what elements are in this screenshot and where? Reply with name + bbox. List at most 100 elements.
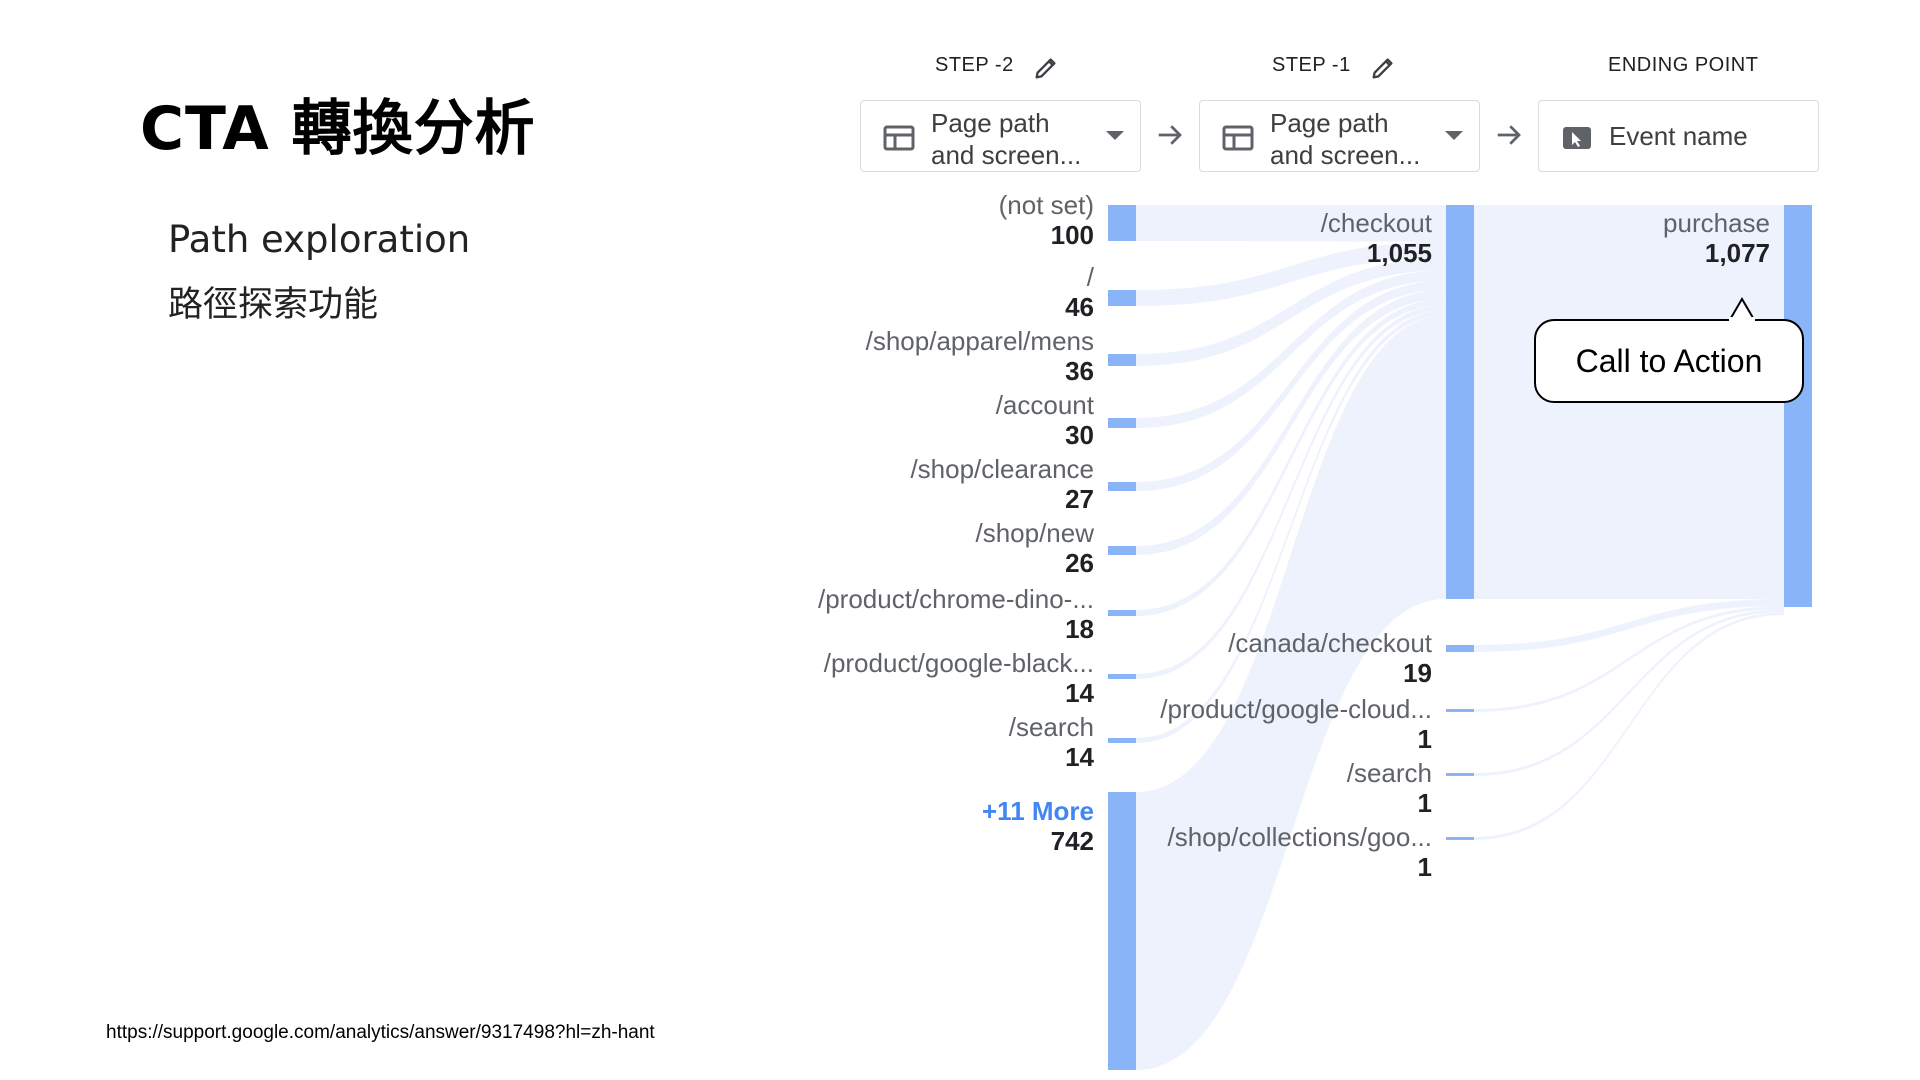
node-label: (not set) 100 <box>999 190 1094 250</box>
flow-link <box>1136 315 1446 1070</box>
flow-link <box>1136 270 1446 428</box>
node-bar[interactable] <box>1108 482 1136 491</box>
node-label: /shop/new 26 <box>975 518 1094 578</box>
slide-title: CTA 轉換分析 <box>140 94 536 164</box>
node-name: +11 More <box>981 796 1094 826</box>
cursor-click-icon <box>1563 127 1591 149</box>
arrow-right-icon <box>1497 125 1521 145</box>
node-label: /product/google-black... 14 <box>824 648 1094 708</box>
call-to-action-callout: Call to Action <box>1534 319 1804 403</box>
node-name: /account <box>995 390 1094 420</box>
node-value: 14 <box>1065 742 1094 772</box>
node-name: /product/google-black... <box>823 648 1094 678</box>
node-value: 742 <box>1050 826 1094 856</box>
node-label: /shop/clearance 27 <box>910 454 1094 514</box>
dimension-label: Page path and screen... <box>1270 108 1421 170</box>
node-name: /search <box>1346 758 1432 788</box>
node-name: / <box>1086 262 1094 292</box>
node-value: 1 <box>1417 724 1432 754</box>
node-name: purchase <box>1663 208 1770 238</box>
node-name: /search <box>1008 712 1094 742</box>
dropdown-caret-icon <box>1106 131 1124 140</box>
node-value: 18 <box>1065 614 1094 644</box>
flow-link <box>1136 280 1446 491</box>
flow-link <box>1136 258 1446 366</box>
flow-link <box>1136 305 1446 679</box>
node-value: 14 <box>1065 678 1094 708</box>
flow-link <box>1474 612 1784 840</box>
node-value: 26 <box>1065 548 1094 578</box>
pencil-icon[interactable] <box>1032 54 1060 82</box>
node-bar[interactable] <box>1108 418 1136 428</box>
node-label: /46 <box>1065 262 1094 322</box>
flow-link <box>1474 599 1784 652</box>
node-bar[interactable] <box>1446 773 1474 776</box>
node-value: 27 <box>1065 484 1094 514</box>
source-link[interactable]: https://support.google.com/analytics/ans… <box>106 1022 655 1043</box>
node-bar[interactable] <box>1446 645 1474 652</box>
node-bar[interactable] <box>1784 205 1812 607</box>
flow-link <box>1136 205 1446 242</box>
flow-link <box>1136 310 1446 743</box>
node-value: 1 <box>1417 852 1432 882</box>
step-minus1-header: STEP -1 <box>1272 54 1351 76</box>
node-label: /checkout 1,055 <box>1321 208 1432 268</box>
node-bar[interactable] <box>1446 837 1474 840</box>
flow-link <box>1136 298 1446 616</box>
node-bar[interactable] <box>1108 290 1136 306</box>
node-label: /shop/collections/goo... 1 <box>1168 822 1433 882</box>
node-label: /product/google-cloud... 1 <box>1160 694 1432 754</box>
node-value: 46 <box>1065 292 1094 322</box>
node-value: 36 <box>1065 356 1094 386</box>
node-bar[interactable] <box>1108 674 1136 679</box>
node-name: /shop/collections/goo... <box>1167 822 1433 852</box>
ending-point-header: ENDING POINT <box>1608 54 1759 76</box>
node-value: 1 <box>1417 788 1432 818</box>
node-bar[interactable] <box>1446 709 1474 712</box>
node-label: /search 14 <box>1009 712 1094 772</box>
step-minus2-dimension-select[interactable]: Page path and screen... <box>860 100 1141 172</box>
flow-link <box>1474 606 1784 712</box>
node-bar[interactable] <box>1108 738 1136 743</box>
node-bar[interactable] <box>1108 610 1136 616</box>
node-label: /canada/checkout 19 <box>1228 628 1432 688</box>
flow-link <box>1474 609 1784 776</box>
node-bar[interactable] <box>1108 792 1136 1070</box>
step-minus2-header: STEP -2 <box>935 54 1014 76</box>
node-bar[interactable] <box>1108 546 1136 555</box>
node-value: 30 <box>1065 420 1094 450</box>
node-bar[interactable] <box>1108 354 1136 366</box>
subtitle-chinese: 路徑探索功能 <box>168 285 379 325</box>
node-value: 1,055 <box>1366 238 1432 268</box>
flow-link <box>1136 241 1446 306</box>
step-minus1-dimension-select[interactable]: Page path and screen... <box>1199 100 1480 172</box>
subtitle-english: Path exploration <box>168 218 471 261</box>
node-name: (not set) <box>998 190 1094 220</box>
table-icon <box>883 125 915 151</box>
node-label: /product/chrome-dino-... 18 <box>818 584 1094 644</box>
node-name: /product/chrome-dino-... <box>817 584 1094 614</box>
node-name: /product/google-cloud... <box>1160 694 1432 724</box>
arrow-right-icon <box>1158 125 1182 145</box>
node-value: 1,077 <box>1704 238 1770 268</box>
node-name: /shop/apparel/mens <box>865 326 1094 356</box>
node-name: /shop/clearance <box>910 454 1094 484</box>
dimension-label: Event name <box>1609 121 1748 151</box>
node-value: 19 <box>1403 658 1432 688</box>
dimension-label: Page path and screen... <box>931 108 1082 170</box>
node-bar[interactable] <box>1446 205 1474 599</box>
ending-point-dimension-select[interactable]: Event name <box>1538 100 1819 172</box>
node-bar[interactable] <box>1108 205 1136 241</box>
node-label: purchase 1,077 <box>1663 208 1770 268</box>
node-value: 100 <box>1050 220 1094 250</box>
table-icon <box>1222 125 1254 151</box>
node-name: /canada/checkout <box>1228 628 1432 658</box>
node-label: /shop/apparel/mens 36 <box>866 326 1094 386</box>
callout-pointer-mask <box>1729 317 1755 323</box>
callout-text: Call to Action <box>1575 343 1763 379</box>
pencil-icon[interactable] <box>1369 54 1397 82</box>
flow-link <box>1136 289 1446 555</box>
node-name: /checkout <box>1320 208 1432 238</box>
node-label[interactable]: +11 More 742 <box>982 796 1094 856</box>
